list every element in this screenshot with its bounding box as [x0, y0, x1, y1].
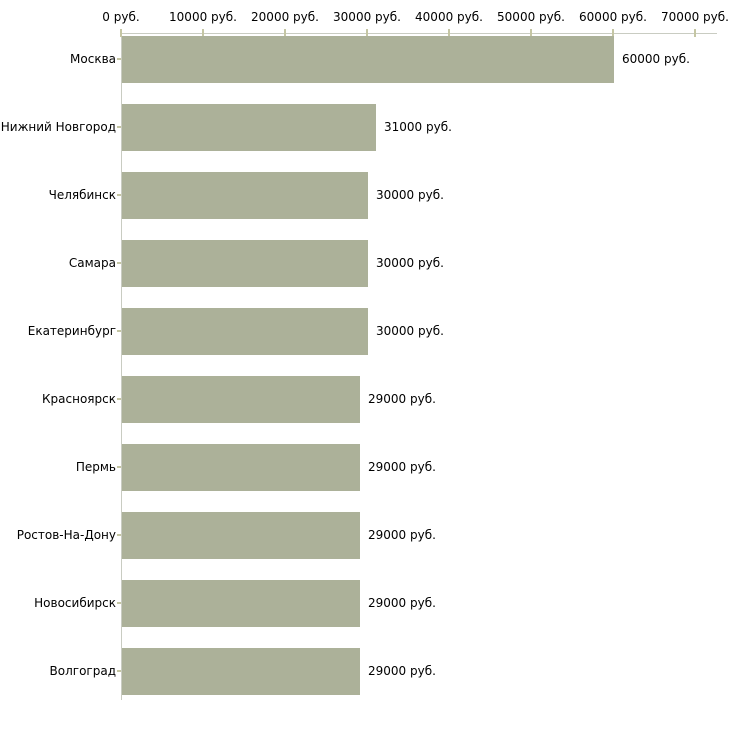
x-axis-tick-label: 30000 руб.	[333, 10, 401, 24]
bar-2	[122, 104, 376, 151]
category-label: Москва	[70, 52, 116, 66]
x-axis-tick-mark	[284, 29, 286, 37]
x-axis-tick-label: 70000 руб.	[661, 10, 729, 24]
value-label: 60000 руб.	[622, 52, 690, 66]
x-axis-tick-label: 20000 руб.	[251, 10, 319, 24]
y-axis-tick-mark	[117, 262, 121, 264]
category-label: Нижний Новгород	[0, 120, 116, 134]
y-axis-tick-mark	[117, 670, 121, 672]
value-label: 30000 руб.	[376, 188, 444, 202]
category-label: Ростов-На-Дону	[16, 528, 116, 542]
y-axis-line	[121, 33, 122, 700]
bar-6	[122, 376, 360, 423]
x-axis-tick-mark	[694, 29, 696, 37]
x-axis-tick-mark	[366, 29, 368, 37]
value-label: 29000 руб.	[368, 528, 436, 542]
bar-7	[122, 444, 360, 491]
x-axis-tick-label: 10000 руб.	[169, 10, 237, 24]
value-label: 29000 руб.	[368, 596, 436, 610]
category-label: Волгоград	[49, 664, 116, 678]
category-label: Красноярск	[42, 392, 116, 406]
x-axis-tick-label: 0 руб.	[102, 10, 140, 24]
x-axis-line	[121, 33, 717, 34]
y-axis-tick-mark	[117, 126, 121, 128]
category-label: Новосибирск	[34, 596, 116, 610]
value-label: 30000 руб.	[376, 324, 444, 338]
y-axis-tick-mark	[117, 466, 121, 468]
y-axis-tick-mark	[117, 58, 121, 60]
bar-8	[122, 512, 360, 559]
x-axis-tick-mark	[202, 29, 204, 37]
bar-9	[122, 580, 360, 627]
bar-3	[122, 172, 368, 219]
category-label: Самара	[68, 256, 116, 270]
category-label: Екатеринбург	[27, 324, 116, 338]
bar-1	[122, 36, 614, 83]
x-axis-tick-label: 40000 руб.	[415, 10, 483, 24]
value-label: 30000 руб.	[376, 256, 444, 270]
value-label: 29000 руб.	[368, 460, 436, 474]
x-axis-tick-mark	[120, 29, 122, 37]
value-label: 29000 руб.	[368, 392, 436, 406]
y-axis-tick-mark	[117, 398, 121, 400]
y-axis-tick-mark	[117, 194, 121, 196]
category-label: Челябинск	[48, 188, 116, 202]
x-axis-tick-mark	[530, 29, 532, 37]
y-axis-tick-mark	[117, 602, 121, 604]
bar-4	[122, 240, 368, 287]
x-axis-tick-mark	[448, 29, 450, 37]
y-axis-tick-mark	[117, 330, 121, 332]
y-axis-tick-mark	[117, 534, 121, 536]
x-axis-tick-label: 60000 руб.	[579, 10, 647, 24]
x-axis-tick-label: 50000 руб.	[497, 10, 565, 24]
category-label: Пермь	[75, 460, 116, 474]
value-label: 29000 руб.	[368, 664, 436, 678]
value-label: 31000 руб.	[384, 120, 452, 134]
bar-5	[122, 308, 368, 355]
x-axis-tick-mark	[612, 29, 614, 37]
bar-10	[122, 648, 360, 695]
